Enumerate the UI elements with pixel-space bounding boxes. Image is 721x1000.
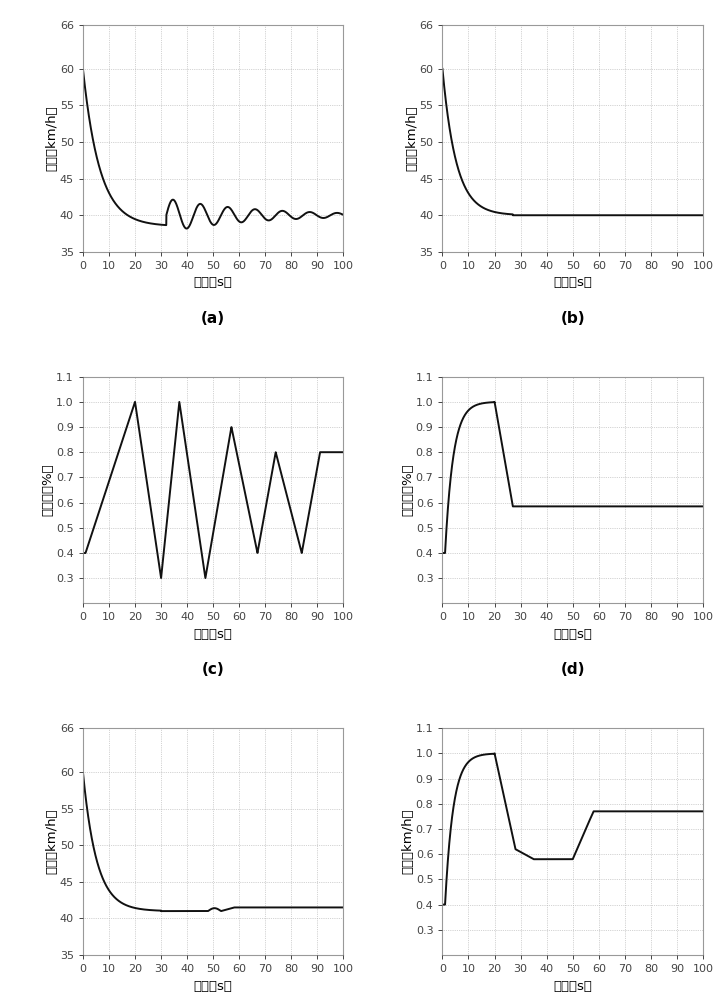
Y-axis label: 车速（km/h）: 车速（km/h）: [45, 106, 58, 171]
X-axis label: 时间（s）: 时间（s）: [194, 628, 233, 641]
Text: (c): (c): [202, 662, 224, 677]
Y-axis label: 速度（km/h）: 速度（km/h）: [402, 809, 415, 874]
Text: (a): (a): [201, 311, 225, 326]
Y-axis label: 充液率（%）: 充液率（%）: [42, 464, 55, 516]
Y-axis label: 充液率（%）: 充液率（%）: [402, 464, 415, 516]
X-axis label: 时间（s）: 时间（s）: [553, 628, 592, 641]
X-axis label: 时间（s）: 时间（s）: [553, 276, 592, 289]
X-axis label: 时间（s）: 时间（s）: [194, 980, 233, 993]
Text: (b): (b): [560, 311, 585, 326]
X-axis label: 时间（s）: 时间（s）: [194, 276, 233, 289]
Y-axis label: 速度（km/h）: 速度（km/h）: [45, 809, 58, 874]
Y-axis label: 车速（km/h）: 车速（km/h）: [405, 106, 418, 171]
X-axis label: 时间（s）: 时间（s）: [553, 980, 592, 993]
Text: (d): (d): [560, 662, 585, 677]
